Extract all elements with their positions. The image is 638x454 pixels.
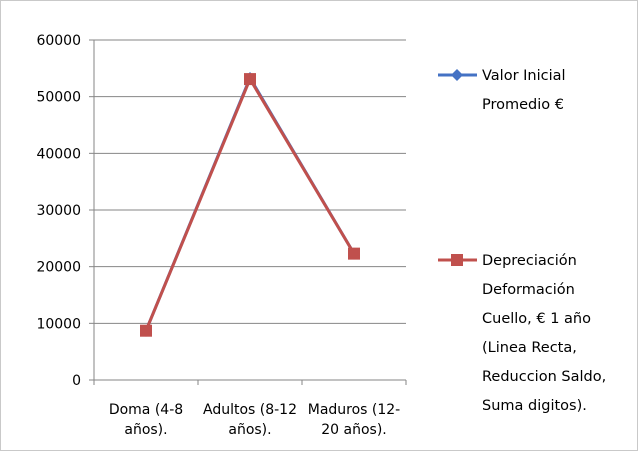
legend-label: Depreciación Deformación Cuello, € 1 año (L…: [482, 253, 606, 414]
series-2: [140, 73, 360, 337]
y-tick-label: 60000: [36, 33, 81, 49]
data-point: [140, 324, 152, 337]
series-line: [144, 76, 356, 332]
axes: [89, 39, 407, 385]
data-point: [348, 247, 360, 260]
y-tick-label: 10000: [36, 316, 81, 332]
x-category-label: Adultos (8-12 años).: [203, 402, 297, 438]
series-lines: [140, 71, 360, 337]
y-tick-label: 30000: [36, 203, 81, 219]
gridlines: [94, 39, 406, 324]
x-category-label: Doma (4-8 años).: [109, 402, 183, 438]
legend: Valor Inicial Promedio € Depreciación Defor…: [438, 68, 606, 414]
series-line: [144, 77, 356, 332]
legend-entry-2: Depreciación Deformación Cuello, € 1 año (L…: [438, 253, 606, 414]
x-category-labels: Doma (4-8 años). Adultos (8-12 años). Maduro…: [109, 402, 400, 438]
legend-entry-1: Valor Inicial Promedio €: [438, 68, 566, 113]
y-tick-label: 20000: [36, 260, 81, 276]
legend-swatch-marker: [451, 69, 463, 81]
legend-label: Valor Inicial Promedio €: [482, 68, 566, 113]
legend-swatch-marker: [451, 254, 463, 266]
y-tick-label: 0: [72, 373, 81, 389]
y-tick-label: 40000: [36, 146, 81, 162]
series-1: [140, 71, 360, 337]
x-category-label: Maduros (12-20 años).: [308, 402, 401, 438]
y-tick-labels: 0 10000 20000 30000 40000 50000 60000: [36, 33, 81, 389]
data-point: [244, 73, 256, 86]
y-tick-label: 50000: [36, 90, 81, 106]
